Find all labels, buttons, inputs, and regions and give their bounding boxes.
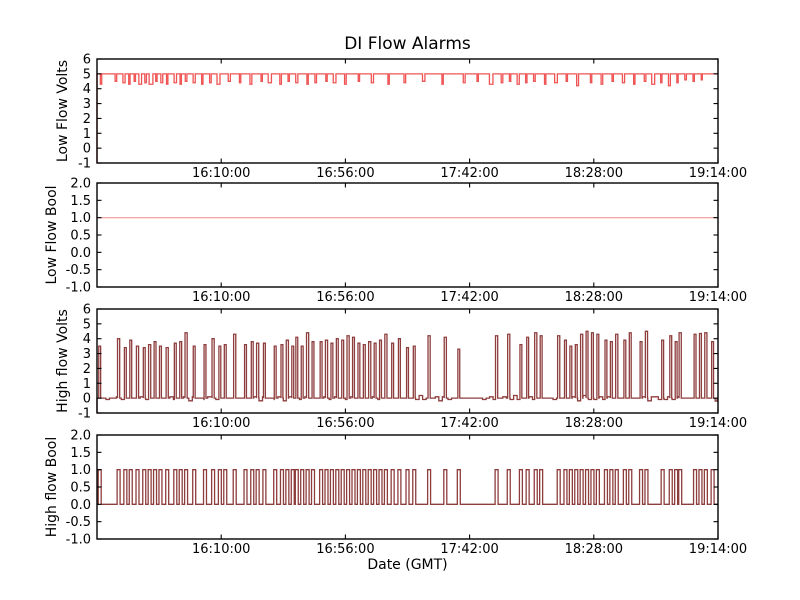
subplot-2-ytick-label: 2: [83, 362, 91, 377]
subplot-3-xtick-label: 19:14:00: [689, 542, 747, 557]
subplot-2-ytick-label: 5: [83, 317, 91, 332]
subplot-0-ytick-label: 0: [83, 142, 91, 157]
chart-title: DI Flow Alarms: [344, 34, 471, 54]
subplot-3-ytick-label: 0.0: [70, 498, 91, 513]
subplot-3-line: [97, 469, 718, 505]
subplot-1-xtick-label: 19:14:00: [689, 290, 747, 305]
ylabel-high-flow-bool: High flow Bool: [44, 436, 60, 538]
subplot-0-xtick-label: 18:28:00: [565, 166, 623, 181]
subplot-1-xtick-label: 16:56:00: [316, 290, 374, 305]
subplot-1-ytick-label: 2.0: [70, 177, 91, 192]
subplot-0-ytick-label: -1: [78, 157, 91, 172]
subplot-0-xtick-label: 17:42:00: [440, 166, 498, 181]
subplot-1-xtick-label: 17:42:00: [440, 290, 498, 305]
subplot-1-ytick-label: -1.0: [66, 281, 91, 296]
subplot-3-xtick-label: 18:28:00: [565, 542, 623, 557]
subplot-0-line: [96, 73, 718, 163]
subplot-0-ytick-label: 6: [83, 53, 91, 68]
subplot-0-xtick-label: 16:10:00: [192, 166, 250, 181]
subplot-3-xtick-label: 16:10:00: [192, 542, 250, 557]
subplot-2-ytick-label: 6: [83, 303, 91, 318]
subplot-1-ytick-label: -0.5: [66, 263, 91, 278]
subplot-1-ytick-label: 1.5: [70, 194, 91, 209]
subplot-0-xtick-label: 19:14:00: [689, 166, 747, 181]
subplot-0-ytick-label: 4: [83, 82, 91, 97]
subplot-2-xtick-label: 17:42:00: [440, 416, 498, 431]
subplot-1-ytick-label: 0.5: [70, 229, 91, 244]
subplot-2-xtick-label: 16:56:00: [316, 416, 374, 431]
x-axis-label: Date (GMT): [367, 557, 448, 573]
subplot-2-xtick-label: 19:14:00: [689, 416, 747, 431]
subplot-2-line: [96, 330, 718, 413]
subplot-0-ytick-label: 5: [83, 67, 91, 82]
subplot-1-frame: [96, 182, 719, 288]
subplot-3-ytick-label: 0.5: [70, 481, 91, 496]
subplot-2-ytick-label: 3: [83, 347, 91, 362]
subplot-2-xtick-label: 16:10:00: [192, 416, 250, 431]
subplot-1-xtick-label: 16:10:00: [192, 290, 250, 305]
subplot-2-frame: [96, 308, 719, 414]
subplot-3-ytick-label: 1.0: [70, 463, 91, 478]
subplot-1-ytick-label: 0.0: [70, 246, 91, 261]
subplot-0-xtick-label: 16:56:00: [316, 166, 374, 181]
subplot-3-frame: [96, 434, 719, 540]
subplot-2-xtick-label: 18:28:00: [565, 416, 623, 431]
subplot-2-ytick-label: 1: [83, 377, 91, 392]
subplot-3-xtick-label: 16:56:00: [316, 542, 374, 557]
subplot-3-ytick-label: 2.0: [70, 429, 91, 444]
subplot-3-ytick-label: -1.0: [66, 533, 91, 548]
subplot-2-ytick-label: 0: [83, 392, 91, 407]
subplot-2-ytick-label: -1: [78, 407, 91, 422]
subplot-0-ytick-label: 1: [83, 127, 91, 142]
subplot-0-ytick-label: 2: [83, 112, 91, 127]
subplot-0-frame: [96, 58, 719, 164]
subplot-1-ytick-label: 1.0: [70, 211, 91, 226]
subplot-3-xtick-label: 17:42:00: [440, 542, 498, 557]
subplot-0-ytick-label: 3: [83, 97, 91, 112]
subplot-2-ytick-label: 4: [83, 332, 91, 347]
subplot-1-xtick-label: 18:28:00: [565, 290, 623, 305]
subplot-3-ytick-label: -0.5: [66, 515, 91, 530]
subplot-3-ytick-label: 1.5: [70, 446, 91, 461]
